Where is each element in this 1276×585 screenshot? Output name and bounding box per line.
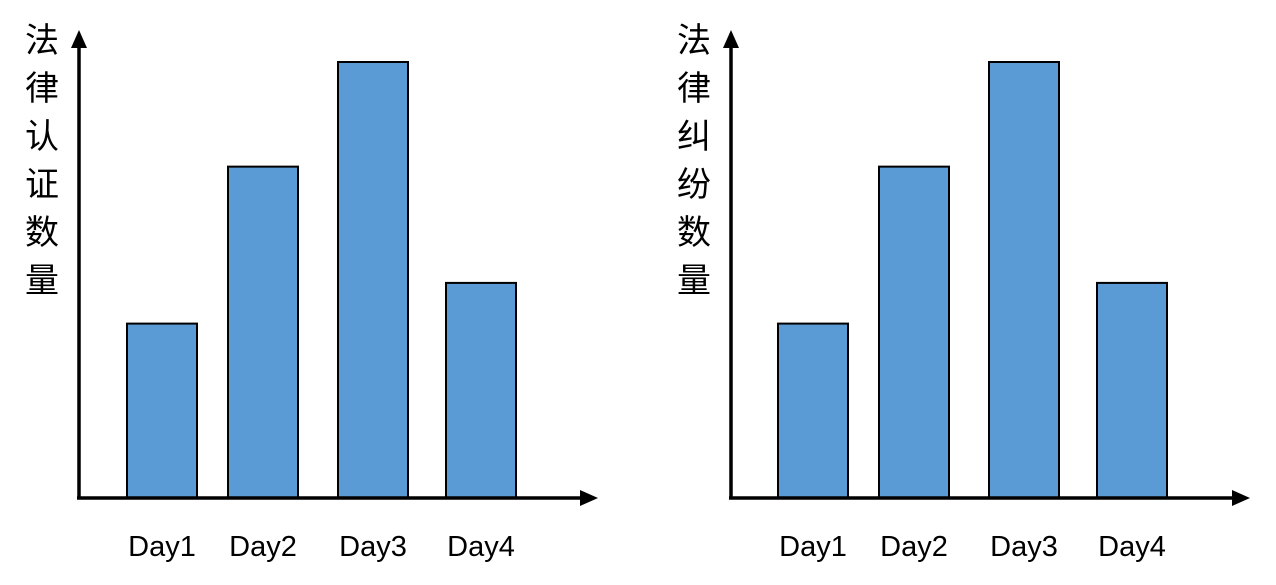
x-tick-label: Day2 [880, 531, 948, 563]
x-tick-label: Day4 [447, 531, 515, 563]
x-tick-label: Day2 [229, 531, 297, 563]
x-tick-label: Day4 [1098, 531, 1166, 563]
y-axis-label: 法律纠纷数量 [677, 21, 711, 301]
x-tick-label: Day1 [779, 531, 847, 563]
x-tick-label: Day1 [128, 531, 196, 563]
y-axis-label: 法律认证数量 [25, 21, 59, 301]
bar-day2 [227, 165, 299, 499]
bar-day4 [1096, 281, 1168, 500]
bar-day2 [878, 165, 950, 499]
y-axis-arrow [71, 30, 87, 48]
x-tick-label: Day3 [990, 531, 1058, 563]
x-tick-label: Day3 [339, 531, 407, 563]
bar-day4 [445, 281, 517, 500]
bar-day1 [777, 322, 849, 499]
y-axis-arrow [723, 30, 739, 48]
bar-day1 [126, 322, 198, 499]
bar-day3 [337, 61, 409, 499]
bar-day3 [988, 61, 1060, 499]
x-axis-arrow [580, 490, 598, 506]
x-axis-arrow [1232, 490, 1250, 506]
chart-legal-disputes: Day1 Day2 Day3 Day4 法律纠纷数量 [677, 21, 1250, 563]
chart-legal-certification: Day1 Day2 Day3 Day4 法律认证数量 [25, 21, 598, 563]
